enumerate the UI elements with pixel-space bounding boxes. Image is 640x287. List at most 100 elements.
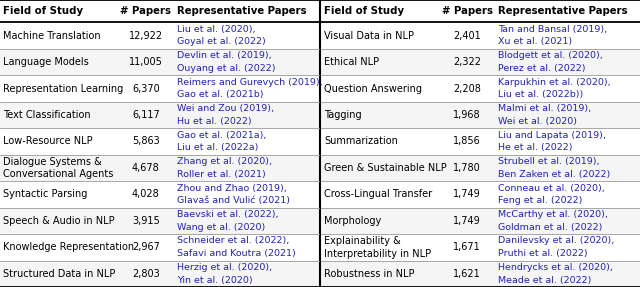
Text: 6,370: 6,370 (132, 84, 160, 94)
Text: Text Classification: Text Classification (3, 110, 91, 120)
Text: 1,749: 1,749 (453, 189, 481, 199)
Text: 1,856: 1,856 (453, 136, 481, 146)
Text: Low-Resource NLP: Low-Resource NLP (3, 136, 93, 146)
Text: Conneau et al. (2020),: Conneau et al. (2020), (498, 183, 605, 193)
Text: Ben Zaken et al. (2022): Ben Zaken et al. (2022) (498, 170, 611, 179)
Text: Visual Data in NLP: Visual Data in NLP (324, 31, 415, 41)
Text: Question Answering: Question Answering (324, 84, 422, 94)
Text: Goyal et al. (2022): Goyal et al. (2022) (177, 38, 266, 46)
Text: Safavi and Koutra (2021): Safavi and Koutra (2021) (177, 249, 296, 258)
Text: He et al. (2022): He et al. (2022) (498, 143, 573, 152)
Text: Tan and Bansal (2019),: Tan and Bansal (2019), (498, 25, 607, 34)
Text: Baevski et al. (2022),: Baevski et al. (2022), (177, 210, 278, 219)
Bar (0, 22, 319, 49)
Text: Wei and Zou (2019),: Wei and Zou (2019), (177, 104, 274, 113)
Text: 2,803: 2,803 (132, 269, 160, 279)
Text: Explainability &: Explainability & (324, 236, 401, 246)
Text: McCarthy et al. (2020),: McCarthy et al. (2020), (498, 210, 608, 219)
Text: 5,863: 5,863 (132, 136, 160, 146)
Text: Perez et al. (2022): Perez et al. (2022) (498, 64, 586, 73)
Text: Reimers and Gurevych (2019),: Reimers and Gurevych (2019), (177, 78, 323, 87)
Text: Liu et al. (2022b)): Liu et al. (2022b)) (498, 90, 584, 99)
Text: Cross-Lingual Transfer: Cross-Lingual Transfer (324, 189, 433, 199)
Text: 1,780: 1,780 (453, 163, 481, 173)
Text: 4,028: 4,028 (132, 189, 160, 199)
Text: Speech & Audio in NLP: Speech & Audio in NLP (3, 216, 115, 226)
Text: Summarization: Summarization (324, 136, 398, 146)
Text: Liu et al. (2020),: Liu et al. (2020), (177, 25, 255, 34)
Bar (0, 49, 319, 75)
Text: Feng et al. (2022): Feng et al. (2022) (498, 196, 582, 205)
Text: 4,678: 4,678 (132, 163, 160, 173)
Text: Field of Study: Field of Study (3, 6, 83, 16)
Text: Hu et al. (2022): Hu et al. (2022) (177, 117, 252, 126)
Bar (0, 155, 319, 181)
Text: Field of Study: Field of Study (324, 6, 404, 16)
Text: Language Models: Language Models (3, 57, 89, 67)
Text: Wang et al. (2020): Wang et al. (2020) (177, 223, 265, 232)
Text: Liu and Lapata (2019),: Liu and Lapata (2019), (498, 131, 606, 139)
Text: 11,005: 11,005 (129, 57, 163, 67)
Bar (321, 49, 640, 75)
Text: 2,208: 2,208 (453, 84, 481, 94)
Text: Tagging: Tagging (324, 110, 362, 120)
Bar (0, 261, 319, 287)
Text: Representation Learning: Representation Learning (3, 84, 124, 94)
Text: Gao et al. (2021b): Gao et al. (2021b) (177, 90, 264, 99)
Text: Syntactic Parsing: Syntactic Parsing (3, 189, 88, 199)
Text: 12,922: 12,922 (129, 31, 163, 41)
Bar (321, 208, 640, 234)
Text: 2,401: 2,401 (453, 31, 481, 41)
Text: Xu et al. (2021): Xu et al. (2021) (498, 38, 572, 46)
Text: Wei et al. (2020): Wei et al. (2020) (498, 117, 577, 126)
Text: Blodgett et al. (2020),: Blodgett et al. (2020), (498, 51, 603, 60)
Bar (0, 234, 319, 261)
Bar (321, 155, 640, 181)
Text: # Papers: # Papers (120, 6, 172, 16)
Text: 2,967: 2,967 (132, 242, 160, 252)
Text: Strubell et al. (2019),: Strubell et al. (2019), (498, 157, 600, 166)
Bar (321, 102, 640, 128)
Bar (321, 22, 640, 49)
Text: Liu et al. (2022a): Liu et al. (2022a) (177, 143, 259, 152)
Bar (0, 128, 319, 155)
Text: Malmi et al. (2019),: Malmi et al. (2019), (498, 104, 591, 113)
Text: 1,749: 1,749 (453, 216, 481, 226)
Bar (0, 75, 319, 102)
Text: Dialogue Systems &: Dialogue Systems & (3, 157, 102, 166)
Text: Interpretability in NLP: Interpretability in NLP (324, 249, 431, 259)
Text: Roller et al. (2021): Roller et al. (2021) (177, 170, 266, 179)
Text: 6,117: 6,117 (132, 110, 160, 120)
Bar (321, 128, 640, 155)
Bar (0, 102, 319, 128)
Text: 3,915: 3,915 (132, 216, 160, 226)
Text: Goldman et al. (2022): Goldman et al. (2022) (498, 223, 602, 232)
Text: Structured Data in NLP: Structured Data in NLP (3, 269, 116, 279)
Text: Pruthi et al. (2022): Pruthi et al. (2022) (498, 249, 588, 258)
Text: Schneider et al. (2022),: Schneider et al. (2022), (177, 236, 289, 245)
Text: Robustness in NLP: Robustness in NLP (324, 269, 415, 279)
Text: Karpukhin et al. (2020),: Karpukhin et al. (2020), (498, 78, 611, 87)
Bar (321, 75, 640, 102)
Text: Green & Sustainable NLP: Green & Sustainable NLP (324, 163, 447, 173)
Text: Meade et al. (2022): Meade et al. (2022) (498, 276, 591, 285)
Text: Ouyang et al. (2022): Ouyang et al. (2022) (177, 64, 275, 73)
Text: Morphology: Morphology (324, 216, 381, 226)
Text: # Papers: # Papers (442, 6, 493, 16)
Bar (321, 261, 640, 287)
Text: Representative Papers: Representative Papers (498, 6, 628, 16)
Text: Glavaš and Vulić (2021): Glavaš and Vulić (2021) (177, 196, 290, 205)
Text: Devlin et al. (2019),: Devlin et al. (2019), (177, 51, 271, 60)
Text: 2,322: 2,322 (453, 57, 481, 67)
Text: Gao et al. (2021a),: Gao et al. (2021a), (177, 131, 266, 139)
Text: 1,968: 1,968 (453, 110, 481, 120)
Bar (321, 0, 640, 22)
Text: Machine Translation: Machine Translation (3, 31, 101, 41)
Text: Herzig et al. (2020),: Herzig et al. (2020), (177, 263, 272, 272)
Text: Conversational Agents: Conversational Agents (3, 169, 113, 179)
Bar (0, 208, 319, 234)
Text: Danilevsky et al. (2020),: Danilevsky et al. (2020), (498, 236, 614, 245)
Bar (0, 0, 319, 22)
Text: Representative Papers: Representative Papers (177, 6, 307, 16)
Text: Zhou and Zhao (2019),: Zhou and Zhao (2019), (177, 183, 287, 193)
